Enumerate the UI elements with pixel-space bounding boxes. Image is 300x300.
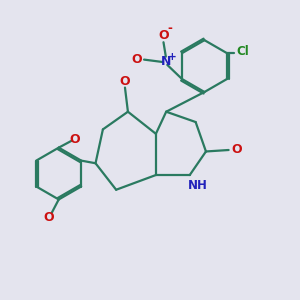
Text: O: O (70, 133, 80, 146)
Text: O: O (158, 29, 169, 42)
Text: Cl: Cl (236, 45, 249, 58)
Text: O: O (43, 211, 54, 224)
Text: NH: NH (188, 179, 208, 192)
Text: O: O (131, 53, 142, 66)
Text: -: - (167, 22, 172, 35)
Text: O: O (231, 143, 242, 157)
Text: N: N (161, 56, 171, 68)
Text: O: O (120, 75, 130, 88)
Text: +: + (168, 52, 177, 62)
